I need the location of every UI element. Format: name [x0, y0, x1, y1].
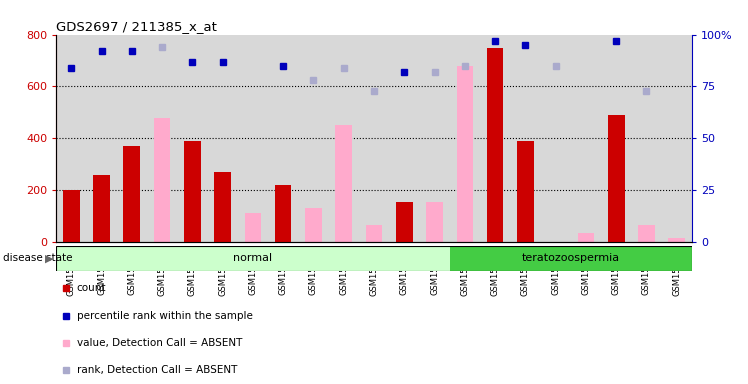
Bar [577, 233, 594, 242]
Bar [335, 125, 352, 242]
Bar [305, 208, 322, 242]
Bar [298, 35, 328, 242]
Bar [366, 225, 382, 242]
Text: ▶: ▶ [45, 253, 54, 263]
Bar [177, 35, 207, 242]
Bar [669, 238, 685, 242]
Bar [517, 141, 534, 242]
Bar [450, 35, 480, 242]
Bar [510, 35, 541, 242]
Bar [56, 246, 450, 271]
Bar [487, 48, 503, 242]
Bar [541, 35, 571, 242]
Text: value, Detection Call = ABSENT: value, Detection Call = ABSENT [77, 338, 242, 348]
Bar [662, 35, 692, 242]
Bar [638, 225, 654, 242]
Bar [94, 175, 110, 242]
Bar [396, 202, 413, 242]
Bar [426, 202, 443, 242]
Bar [86, 35, 117, 242]
Text: GDS2697 / 211385_x_at: GDS2697 / 211385_x_at [56, 20, 217, 33]
Bar [147, 35, 177, 242]
Bar [359, 35, 389, 242]
Bar [207, 35, 238, 242]
Bar [117, 35, 147, 242]
Text: count: count [77, 283, 106, 293]
Text: percentile rank within the sample: percentile rank within the sample [77, 311, 253, 321]
Bar [275, 185, 292, 242]
Bar [480, 35, 510, 242]
Text: normal: normal [233, 253, 272, 263]
Bar [631, 35, 662, 242]
Bar [456, 66, 473, 242]
Bar [268, 35, 298, 242]
Text: disease state: disease state [3, 253, 73, 263]
Bar [608, 115, 625, 242]
Bar [123, 146, 140, 242]
Bar [328, 35, 359, 242]
Bar [238, 35, 268, 242]
Bar [571, 35, 601, 242]
Bar [56, 35, 86, 242]
Text: rank, Detection Call = ABSENT: rank, Detection Call = ABSENT [77, 365, 237, 375]
Bar [420, 35, 450, 242]
Bar [450, 246, 692, 271]
Bar [601, 35, 631, 242]
Bar [389, 35, 420, 242]
Bar [184, 141, 200, 242]
Bar [214, 172, 231, 242]
Bar [63, 190, 79, 242]
Bar [245, 214, 261, 242]
Bar [154, 118, 171, 242]
Text: teratozoospermia: teratozoospermia [522, 253, 620, 263]
